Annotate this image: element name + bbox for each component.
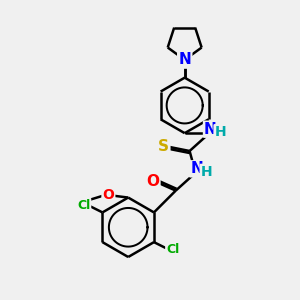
- Text: N: N: [178, 52, 191, 67]
- Text: N: N: [204, 122, 217, 137]
- Text: O: O: [146, 174, 160, 189]
- Text: O: O: [103, 188, 114, 202]
- Text: Cl: Cl: [77, 199, 90, 212]
- Text: N: N: [178, 52, 191, 67]
- Text: Cl: Cl: [166, 243, 179, 256]
- Text: H: H: [214, 125, 226, 139]
- Text: N: N: [190, 161, 203, 176]
- Text: H: H: [201, 165, 212, 179]
- Text: S: S: [158, 139, 169, 154]
